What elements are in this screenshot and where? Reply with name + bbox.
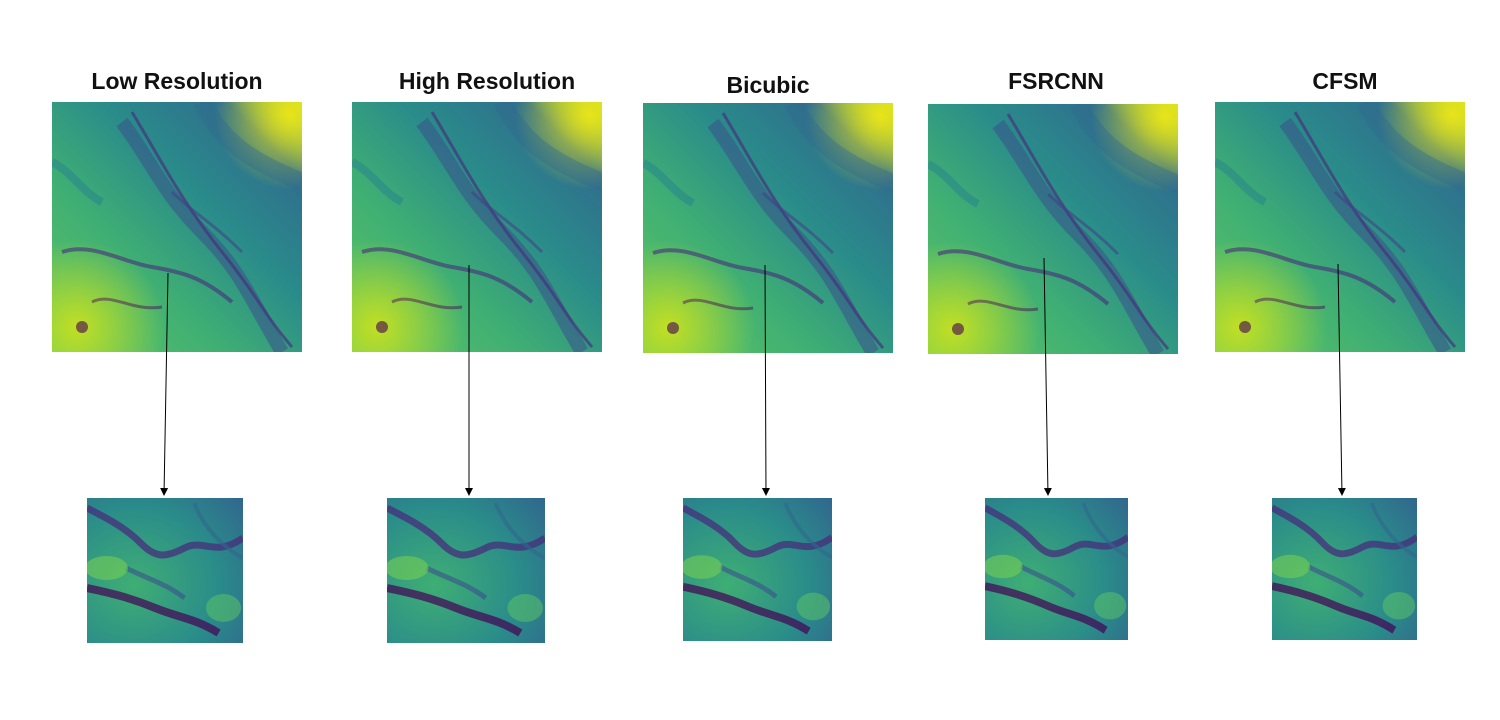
arrow-cfsm: [1337, 263, 1346, 496]
arrow-low-resolution: [160, 272, 169, 496]
panel-title-bicubic: Bicubic: [726, 72, 810, 98]
panel-title-low-resolution: Low Resolution: [91, 68, 263, 94]
panel-title-cfsm: CFSM: [1312, 68, 1378, 94]
arrow-bicubic: [761, 264, 770, 496]
arrow-fsrcnn: [1043, 257, 1052, 496]
panel-title-high-resolution: High Resolution: [398, 68, 576, 94]
panel-title-fsrcnn: FSRCNN: [1008, 68, 1104, 94]
